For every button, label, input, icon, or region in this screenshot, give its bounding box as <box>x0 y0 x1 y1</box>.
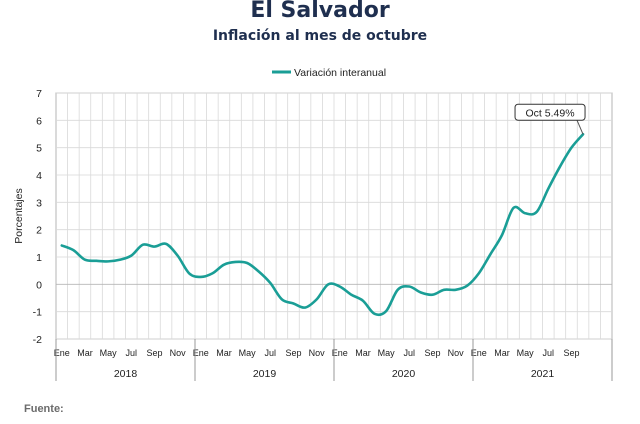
year-label: 2019 <box>253 368 277 380</box>
year-label: 2018 <box>114 368 138 380</box>
x-tick-label: Sep <box>563 348 579 358</box>
x-tick-label: Ene <box>471 348 487 358</box>
y-tick-label: 2 <box>36 225 42 237</box>
x-tick-label: May <box>517 348 535 358</box>
x-tick-label: Mar <box>216 348 232 358</box>
y-tick-label: 0 <box>36 279 42 291</box>
x-tick-label: Sep <box>146 348 162 358</box>
y-axis-label: Porcentajes <box>13 188 25 243</box>
x-tick-label: Sep <box>285 348 301 358</box>
x-tick-label: Ene <box>332 348 348 358</box>
source-label: Fuente: <box>24 403 64 415</box>
series-line-variacion-interanual <box>60 132 585 317</box>
x-tick-label: Jul <box>265 348 277 358</box>
annotation-label: Oct 5.49% <box>526 107 575 119</box>
x-tick-label: Nov <box>309 348 326 358</box>
x-tick-label: May <box>100 348 118 358</box>
y-tick-label: -2 <box>33 334 42 346</box>
y-tick-label: 7 <box>36 88 42 100</box>
x-tick-label: Jul <box>543 348 555 358</box>
x-tick-label: May <box>239 348 257 358</box>
annotation-leader <box>576 120 584 135</box>
x-tick-label: Jul <box>126 348 138 358</box>
x-tick-label: Mar <box>355 348 371 358</box>
x-tick-label: Mar <box>494 348 510 358</box>
x-tick-label: Sep <box>424 348 440 358</box>
annotation-box <box>514 103 586 121</box>
y-tick-label: 3 <box>36 197 42 209</box>
x-axis: Ene Mar May Jul Sep Nov Ene Mar May Jul Sep Nov Ene M… <box>54 339 613 381</box>
y-tick-label: 4 <box>36 170 42 182</box>
legend: Variación interanual <box>272 67 386 79</box>
chart-title: El Salvador <box>250 0 390 23</box>
x-tick-label: Jul <box>404 348 416 358</box>
x-tick-label: Mar <box>77 348 93 358</box>
x-tick-label: Ene <box>54 348 70 358</box>
y-tick-label: 1 <box>36 252 42 264</box>
x-tick-label: Nov <box>170 348 187 358</box>
y-tick-label: 5 <box>36 143 42 155</box>
x-tick-label: May <box>378 348 396 358</box>
grid <box>55 92 613 340</box>
y-axis-ticks: -2 -1 0 1 2 3 4 5 6 7 <box>33 88 43 346</box>
chart-subtitle: Inflación al mes de octubre <box>213 28 427 44</box>
x-tick-label: Nov <box>448 348 465 358</box>
y-tick-label: 6 <box>36 115 42 127</box>
x-tick-label: Ene <box>193 348 209 358</box>
annotation: Oct 5.49% <box>514 103 586 135</box>
year-label: 2021 <box>531 368 555 380</box>
year-label: 2020 <box>392 368 416 380</box>
legend-label: Variación interanual <box>294 67 386 79</box>
y-tick-label: -1 <box>33 307 42 319</box>
